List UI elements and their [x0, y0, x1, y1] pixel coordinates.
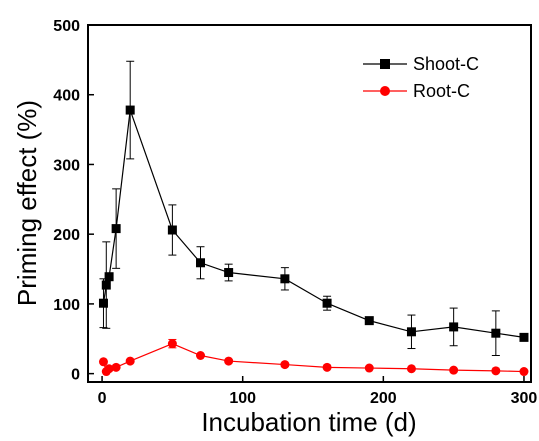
data-point-root-c: [491, 366, 501, 376]
data-point-root-c: [280, 360, 290, 370]
x-tick-label: 0: [98, 390, 107, 407]
data-point-shoot-c: [104, 272, 114, 282]
y-tick-label: 300: [53, 157, 80, 174]
y-tick-label: 100: [53, 297, 80, 314]
data-point-shoot-c: [491, 328, 501, 338]
data-point-shoot-c: [167, 225, 177, 235]
y-tick-label: 0: [71, 367, 80, 384]
x-tick-label: 300: [511, 390, 538, 407]
data-point-root-c: [98, 357, 108, 367]
data-point-root-c: [104, 364, 114, 374]
data-point-root-c: [125, 356, 135, 366]
y-tick-label: 400: [53, 88, 80, 105]
legend-marker-shoot-c: [380, 59, 390, 69]
legend-marker-root-c: [380, 86, 390, 96]
data-point-shoot-c: [98, 298, 108, 308]
data-point-shoot-c: [224, 268, 234, 278]
plot-frame: [87, 24, 532, 383]
series-line-root-c: [102, 343, 524, 373]
data-point-shoot-c: [125, 105, 135, 115]
data-point-root-c: [322, 362, 332, 372]
legend-label-root-c: Root-C: [413, 81, 470, 101]
data-point-shoot-c: [519, 332, 529, 342]
data-point-root-c: [406, 364, 416, 374]
x-tick-label: 200: [370, 390, 397, 407]
series-line-shoot-c: [102, 109, 525, 338]
data-point-root-c: [111, 362, 121, 372]
series-root-c: [98, 338, 529, 377]
x-axis-title: Incubation time (d): [201, 407, 416, 437]
data-point-shoot-c: [280, 274, 290, 284]
data-point-root-c: [167, 339, 177, 349]
data-point-shoot-c: [322, 298, 332, 308]
y-tick-label: 200: [53, 227, 80, 244]
data-point-shoot-c: [406, 327, 416, 337]
data-point-root-c: [196, 351, 206, 361]
data-point-shoot-c: [196, 258, 206, 268]
y-tick-label: 500: [53, 18, 80, 35]
data-point-shoot-c: [449, 322, 459, 332]
legend-label-shoot-c: Shoot-C: [413, 54, 479, 74]
y-axis-title: Priming effect (%): [12, 100, 42, 306]
series-shoot-c: [98, 60, 529, 357]
data-point-shoot-c: [364, 316, 374, 326]
data-point-root-c: [364, 363, 374, 373]
data-point-shoot-c: [101, 280, 111, 290]
data-point-shoot-c: [111, 224, 121, 234]
series-layer: [98, 60, 529, 377]
data-point-root-c: [449, 365, 459, 375]
data-point-root-c: [519, 367, 529, 377]
axes: 0 100 200 300 400 500 0 100 200 300: [53, 18, 537, 407]
legend: Shoot-C Root-C: [363, 54, 479, 101]
x-tick-label: 100: [229, 390, 256, 407]
data-point-root-c: [224, 356, 234, 366]
